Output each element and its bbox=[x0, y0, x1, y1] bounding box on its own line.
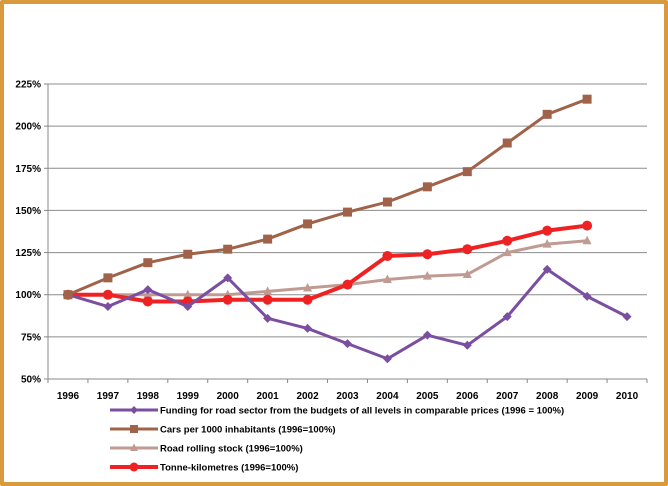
data-point-square bbox=[382, 197, 392, 207]
x-tick-label: 2000 bbox=[217, 391, 240, 402]
data-point-circle bbox=[222, 294, 233, 305]
legend-label: Road rolling stock (1996=100%) bbox=[160, 444, 303, 455]
legend-label: Tonne-kilometres (1996=100%) bbox=[160, 463, 298, 474]
data-point-square bbox=[103, 273, 113, 283]
legend-item: Cars per 1000 inhabitants (1996=100%) bbox=[110, 425, 336, 436]
data-point-square bbox=[130, 425, 138, 433]
data-point-diamond bbox=[343, 339, 352, 349]
x-tick-label: 1997 bbox=[97, 391, 120, 402]
data-point-square bbox=[422, 182, 432, 192]
data-point-circle bbox=[582, 220, 593, 231]
data-point-circle bbox=[142, 296, 153, 307]
data-point-circle bbox=[462, 244, 473, 255]
data-point-diamond bbox=[130, 406, 138, 414]
x-tick-label: 2009 bbox=[576, 391, 599, 402]
legend-label: Funding for road sector from the budgets… bbox=[160, 406, 564, 417]
data-point-triangle bbox=[422, 271, 432, 280]
y-tick-label: 150% bbox=[15, 206, 41, 217]
data-point-triangle bbox=[382, 274, 392, 284]
x-tick-label: 2004 bbox=[376, 391, 399, 402]
legend-item: Road rolling stock (1996=100%) bbox=[110, 443, 303, 455]
data-point-diamond bbox=[502, 312, 512, 322]
data-point-triangle bbox=[303, 282, 313, 292]
data-point-circle bbox=[382, 250, 393, 261]
data-point-diamond bbox=[263, 313, 273, 323]
y-tick-label: 200% bbox=[15, 122, 41, 133]
x-tick-label: 2002 bbox=[296, 391, 319, 402]
legend-label: Cars per 1000 inhabitants (1996=100%) bbox=[160, 425, 336, 436]
data-point-diamond bbox=[143, 285, 153, 295]
y-tick-label: 225% bbox=[15, 80, 41, 91]
series-line bbox=[67, 97, 588, 297]
data-point-square bbox=[582, 94, 592, 104]
x-tick-label: 2007 bbox=[496, 391, 519, 402]
data-point-square bbox=[223, 244, 233, 254]
y-tick-label: 50% bbox=[21, 375, 41, 386]
data-point-triangle bbox=[130, 443, 138, 451]
x-tick-label: 2001 bbox=[257, 391, 280, 402]
x-axis-ticks: 1996 1997 1998 1999 2000 2001 2002 2003 2004 2005… bbox=[47, 379, 648, 402]
data-point-square bbox=[143, 258, 153, 268]
y-tick-label: 75% bbox=[21, 332, 41, 343]
data-point-circle bbox=[502, 235, 513, 246]
x-tick-label: 1998 bbox=[137, 391, 160, 402]
data-point-circle bbox=[342, 279, 353, 290]
data-point-square bbox=[63, 290, 73, 300]
y-tick-label: 100% bbox=[15, 290, 41, 301]
series-group bbox=[62, 94, 632, 364]
data-point-diamond bbox=[542, 264, 552, 274]
data-point-square bbox=[183, 249, 193, 259]
data-point-triangle bbox=[462, 269, 472, 278]
legend-item: Funding for road sector from the budgets… bbox=[110, 406, 564, 417]
data-point-square bbox=[502, 138, 512, 148]
data-point-square bbox=[263, 234, 273, 244]
series-line bbox=[67, 223, 588, 304]
data-point-diamond bbox=[183, 302, 193, 312]
data-point-triangle bbox=[263, 286, 273, 295]
x-tick-label: 2005 bbox=[416, 391, 439, 402]
series-2 bbox=[63, 235, 592, 299]
y-tick-label: 175% bbox=[15, 164, 41, 175]
series-line bbox=[67, 239, 588, 297]
data-point-circle bbox=[262, 294, 273, 305]
legend-item: Tonne-kilometres (1996=100%) bbox=[110, 462, 298, 474]
axes bbox=[47, 84, 647, 380]
data-point-square bbox=[303, 219, 313, 229]
data-point-circle bbox=[302, 294, 313, 305]
series-3 bbox=[62, 220, 593, 307]
data-point-diamond bbox=[103, 302, 113, 312]
x-tick-label: 1996 bbox=[57, 391, 80, 402]
x-tick-label: 2010 bbox=[616, 391, 639, 402]
legend: Funding for road sector from the budgets… bbox=[110, 406, 564, 474]
data-point-triangle bbox=[183, 289, 193, 299]
x-tick-label: 2003 bbox=[336, 391, 359, 402]
data-point-circle bbox=[422, 249, 433, 260]
y-axis-ticks: 50% 75% 100% 125% 150% 175% 200% 225% bbox=[15, 80, 48, 386]
data-point-diamond bbox=[622, 312, 632, 322]
y-tick-label: 125% bbox=[15, 248, 41, 259]
x-tick-label: 2006 bbox=[456, 391, 479, 402]
data-point-diamond bbox=[382, 354, 392, 364]
data-point-circle bbox=[542, 225, 553, 236]
data-point-circle bbox=[129, 462, 139, 472]
data-point-triangle bbox=[582, 235, 592, 245]
data-point-square bbox=[462, 167, 472, 177]
data-point-diamond bbox=[462, 340, 472, 350]
data-point-diamond bbox=[582, 291, 592, 301]
data-point-triangle bbox=[542, 239, 552, 248]
data-point-diamond bbox=[223, 273, 233, 283]
x-tick-label: 2008 bbox=[536, 391, 559, 402]
x-tick-label: 1999 bbox=[177, 391, 200, 402]
series-1 bbox=[63, 94, 592, 300]
data-point-circle bbox=[102, 289, 113, 300]
data-point-square bbox=[343, 207, 352, 217]
data-point-triangle bbox=[502, 247, 512, 257]
data-point-diamond bbox=[422, 330, 432, 340]
data-point-square bbox=[542, 109, 552, 119]
data-point-diamond bbox=[303, 323, 313, 333]
